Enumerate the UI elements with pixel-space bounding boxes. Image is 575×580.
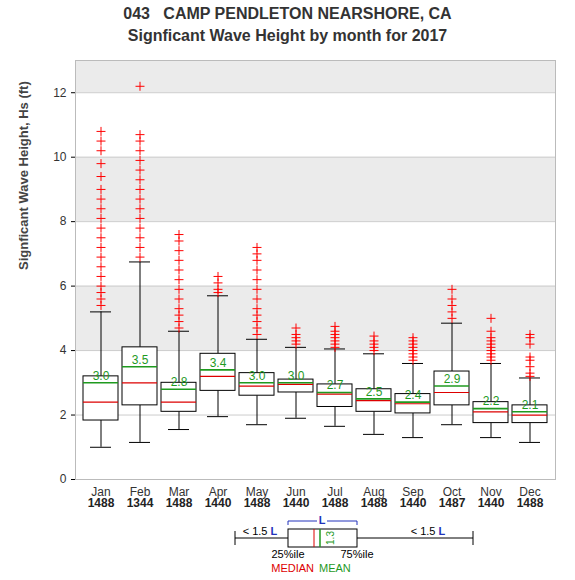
svg-text:1440: 1440: [205, 496, 232, 510]
html-text:043 CAMP PENDLETON NEARSHORE,: 043 CAMP PENDLETON NEARSHORE, CA Signfic…: [123, 5, 452, 44]
svg-text:1.3: 1.3: [325, 531, 336, 545]
svg-text:< 1.5 L: < 1.5 L: [411, 525, 446, 537]
svg-text:Sep: Sep: [402, 485, 424, 499]
svg-text:Feb: Feb: [129, 485, 151, 499]
svg-text:1488: 1488: [166, 496, 193, 510]
svg-text:2.9: 2.9: [444, 372, 461, 386]
svg-text:< 1.5 L: < 1.5 L: [243, 525, 278, 537]
svg-text:3.0: 3.0: [93, 369, 110, 383]
svg-text:Apr: Apr: [208, 485, 228, 499]
svg-text:Signficant Wave Height, Hs (ft: Signficant Wave Height, Hs (ft): [16, 81, 31, 270]
svg-text:Dec: Dec: [519, 485, 541, 499]
svg-text:2.5: 2.5: [366, 385, 383, 399]
svg-text:L: L: [319, 515, 326, 526]
svg-text:1488: 1488: [88, 496, 115, 510]
svg-text:3.0: 3.0: [249, 369, 266, 383]
svg-text:Jul: Jul: [327, 485, 343, 499]
svg-text:Jan: Jan: [91, 485, 111, 499]
svg-text:1488: 1488: [361, 496, 388, 510]
svg-text:6: 6: [60, 279, 67, 293]
svg-text:8: 8: [60, 214, 67, 228]
svg-text:10: 10: [53, 150, 67, 164]
svg-text:2.8: 2.8: [171, 375, 188, 389]
svg-text:1440: 1440: [400, 496, 427, 510]
svg-text:3.5: 3.5: [132, 353, 149, 367]
svg-text:MEDIAN: MEDIAN: [271, 562, 314, 574]
svg-text:MEAN: MEAN: [319, 562, 351, 574]
svg-text:1488: 1488: [322, 496, 349, 510]
svg-text:1488: 1488: [244, 496, 271, 510]
svg-text:1488: 1488: [517, 496, 544, 510]
svg-text:2: 2: [60, 408, 67, 422]
svg-text:1344: 1344: [127, 496, 154, 510]
svg-text:4: 4: [60, 343, 67, 357]
svg-text:25%ile: 25%ile: [271, 548, 304, 560]
svg-text:1487: 1487: [439, 496, 466, 510]
svg-text:12: 12: [53, 86, 67, 100]
svg-text:May: May: [245, 485, 269, 499]
svg-text:2.2: 2.2: [483, 394, 500, 408]
svg-text:Mar: Mar: [168, 485, 190, 499]
svg-text:2.7: 2.7: [327, 378, 344, 392]
svg-text:Oct: Oct: [442, 485, 462, 499]
svg-text:0: 0: [60, 472, 67, 486]
svg-text:75%ile: 75%ile: [340, 548, 373, 560]
svg-text:3.0: 3.0: [288, 369, 305, 383]
svg-text:2.1: 2.1: [522, 398, 539, 412]
svg-text:1440: 1440: [283, 496, 310, 510]
svg-text:Jun: Jun: [286, 485, 306, 499]
svg-text:1440: 1440: [478, 496, 505, 510]
svg-text:2.4: 2.4: [405, 388, 422, 402]
svg-text:Aug: Aug: [363, 485, 385, 499]
svg-text:3.4: 3.4: [210, 356, 227, 370]
svg-text:Nov: Nov: [480, 485, 502, 499]
